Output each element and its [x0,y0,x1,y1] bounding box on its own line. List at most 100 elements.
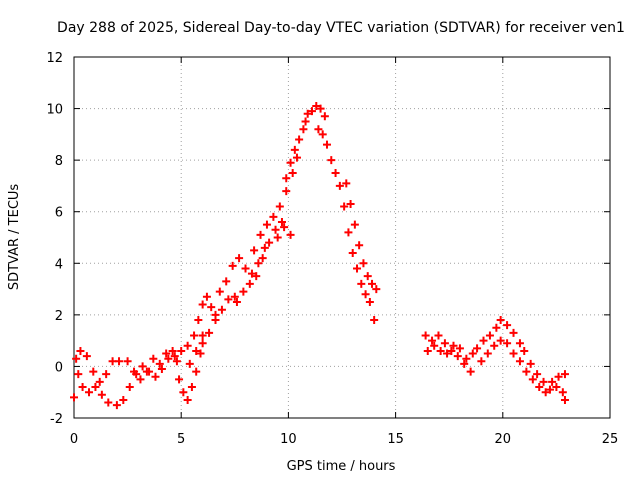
data-point [239,287,248,296]
data-point [331,169,340,178]
data-point [490,341,499,350]
data-point [192,346,201,355]
data-point [85,388,94,397]
data-point [430,341,439,350]
data-point [361,290,370,299]
data-point [342,179,351,188]
data-point [190,331,199,340]
data-point [224,295,233,304]
data-point [363,272,372,281]
data-point [316,104,325,113]
data-point [421,331,430,340]
data-point [168,346,177,355]
x-tick-label: 20 [495,432,512,447]
data-point [76,346,85,355]
data-point [503,321,512,330]
data-point [254,259,263,268]
data-point [526,359,535,368]
data-point [97,390,106,399]
data-point [277,218,286,227]
data-point [350,220,359,229]
data-point [162,349,171,358]
data-point [303,109,312,118]
data-point [164,354,173,363]
data-point [136,375,145,384]
data-point [232,297,241,306]
y-tick-label: 0 [55,360,63,375]
y-tick-label: 6 [55,206,63,221]
data-point [449,341,458,350]
data-point [496,336,505,345]
data-point [183,341,192,350]
data-point [290,145,299,154]
y-tick-label: -2 [50,412,63,427]
data-point [91,383,100,392]
data-point [455,344,464,353]
data-point [560,395,569,404]
data-point [503,339,512,348]
data-point [112,401,121,410]
series-sdtvar [70,101,569,410]
data-point [558,388,567,397]
data-point [552,383,561,392]
data-point [509,328,518,337]
data-point [307,107,316,116]
data-point [466,367,475,376]
chart-title: Day 288 of 2025, Sidereal Day-to-day VTE… [57,20,625,36]
data-point [485,331,494,340]
data-point [260,243,269,252]
data-point [241,264,250,273]
data-point [509,349,518,358]
data-point [453,352,462,361]
data-point [340,202,349,211]
data-point [344,228,353,237]
data-point [123,357,132,366]
data-point [353,264,362,273]
data-point [72,354,81,363]
data-point [560,370,569,379]
data-point [130,367,139,376]
data-point [496,316,505,325]
data-point [119,395,128,404]
data-point [355,241,364,250]
data-point [151,372,160,381]
data-point [440,339,449,348]
y-tick-label: 8 [55,154,63,169]
data-point [359,259,368,268]
data-point [483,349,492,358]
y-tick-label: 12 [46,51,63,66]
data-point [222,277,231,286]
data-point [479,336,488,345]
data-point [205,328,214,337]
data-point [423,346,432,355]
data-point [318,130,327,139]
data-point [194,316,203,325]
data-point [265,238,274,247]
data-point [468,349,477,358]
x-tick-label: 10 [280,432,297,447]
data-point [142,367,151,376]
data-point [292,153,301,162]
data-point [370,316,379,325]
data-point [295,135,304,144]
data-point [554,372,563,381]
data-point [515,357,524,366]
data-point [428,336,437,345]
data-point [82,352,91,361]
data-point [548,377,557,386]
data-point [138,362,147,371]
data-point [541,388,550,397]
data-point [172,357,181,366]
data-point [258,254,267,263]
x-tick-label: 0 [70,432,78,447]
data-point [202,292,211,301]
plot-area-border [73,56,611,419]
data-point [115,357,124,366]
data-point [74,370,83,379]
data-point [198,300,207,309]
data-point [535,383,544,392]
data-point [177,346,186,355]
data-point [179,388,188,397]
data-point [192,367,201,376]
